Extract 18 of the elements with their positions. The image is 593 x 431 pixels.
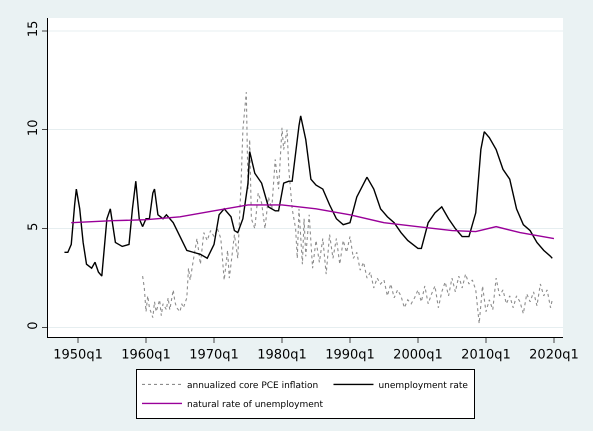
x-tick-label: 2020q1 <box>529 348 579 363</box>
legend-label: annualized core PCE inflation <box>187 380 318 391</box>
x-tick-label: 1960q1 <box>121 348 171 363</box>
y-tick-label: 15 <box>26 20 41 38</box>
x-tick-label: 1990q1 <box>325 348 375 363</box>
line-series <box>64 115 553 277</box>
y-tick-label: 0 <box>26 321 41 330</box>
legend-label: natural rate of unemployment <box>187 400 324 410</box>
line-series <box>142 92 553 324</box>
line-series <box>70 204 555 240</box>
y-tick-label: 10 <box>26 120 41 136</box>
x-tick-label: 1950q1 <box>53 348 103 363</box>
x-tick-label: 1970q1 <box>189 348 239 363</box>
y-tick-label: 5 <box>26 222 41 231</box>
x-tick-label: 2010q1 <box>461 348 511 363</box>
x-tick-label: 2000q1 <box>393 348 443 363</box>
legend-label: unemployment rate <box>378 380 468 391</box>
x-tick-label: 1980q1 <box>257 348 307 363</box>
